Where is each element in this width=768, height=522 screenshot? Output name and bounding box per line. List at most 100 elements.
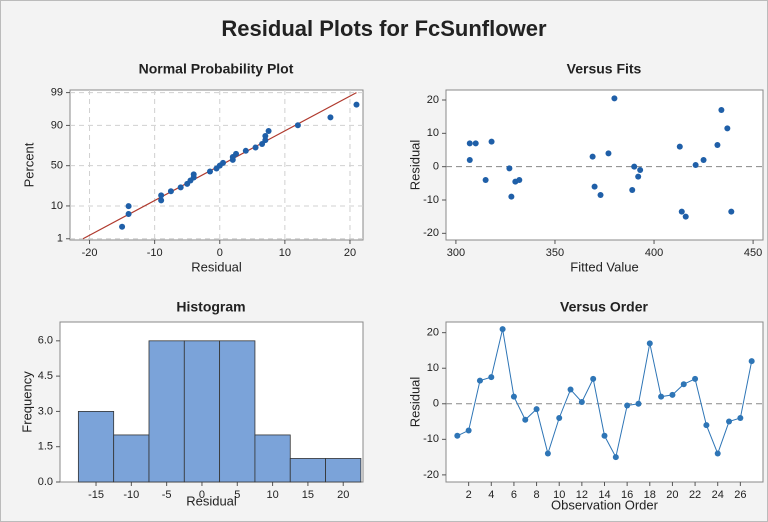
point [556,415,563,421]
bar [183,340,221,483]
x-tick-label: 2 [466,489,472,501]
y-tick-label: 4.5 [38,370,53,382]
x-tick-label: 6 [511,489,517,501]
point [748,358,755,365]
point [499,326,506,333]
point [522,416,529,423]
point [482,177,489,183]
point [158,197,165,204]
y-tick-label: 20 [427,327,439,339]
point [294,122,301,129]
panel-title: Histogram [176,299,245,315]
bar [289,458,326,483]
point [658,393,665,400]
y-tick-label: 3.0 [38,405,53,417]
point [488,374,495,381]
point [488,138,495,145]
point [262,137,269,144]
point [605,150,612,157]
y-tick-label: -20 [423,227,439,239]
bar [254,434,291,483]
plot-area [445,321,764,483]
y-axis-label: Percent [21,142,36,187]
point [508,193,515,200]
x-tick-label: 15 [302,489,314,501]
point [353,101,360,108]
x-tick-label: 10 [279,247,291,259]
y-tick-label: 0 [433,398,439,410]
point [637,167,644,173]
point [206,168,213,175]
bar [219,340,256,483]
plot-area [445,89,764,241]
point [682,213,689,220]
point [718,107,725,113]
x-tick-label: 20 [344,247,356,259]
point [506,165,513,172]
point [635,400,642,407]
x-tick-label: 18 [644,489,656,501]
bar [148,340,185,483]
point [737,415,744,421]
x-tick-label: 5 [234,489,240,501]
y-tick-label: 1 [57,233,63,245]
point [635,173,642,180]
point [125,211,132,218]
point [629,187,636,193]
panel-title: Versus Order [560,299,648,315]
point [631,163,638,170]
bar [77,411,115,483]
point [220,159,227,166]
point [177,184,184,191]
x-tick-label: 300 [447,247,465,259]
x-tick-label: 20 [666,489,678,501]
point [726,418,733,425]
bar [113,434,150,483]
x-tick-label: 20 [337,489,349,501]
y-tick-label: -20 [423,469,439,481]
y-tick-label: -10 [423,433,439,445]
x-tick-label: 24 [712,489,724,501]
point [516,177,523,183]
point [590,375,597,382]
point [646,340,653,347]
y-axis-label: Residual [407,140,422,191]
point [119,223,126,230]
y-tick-label: 99 [51,87,63,99]
point [669,391,676,398]
point [454,432,461,439]
x-tick-label: 14 [598,489,610,501]
x-tick-label: 0 [199,489,205,501]
point [703,422,710,429]
x-axis-label: Residual [186,493,237,508]
x-tick-label: 8 [534,489,540,501]
y-tick-label: 6.0 [38,335,53,347]
panel-title: Normal Probability Plot [139,61,294,77]
point [714,450,721,457]
point [190,171,197,178]
point [589,153,596,160]
x-tick-label: 22 [689,489,701,501]
y-tick-label: 10 [427,127,439,139]
point [692,162,699,168]
point [125,203,132,210]
panel-title: Versus Fits [567,61,642,77]
page-title: Residual Plots for FcSunflower [221,16,547,41]
point [714,142,721,148]
point [466,157,473,163]
y-tick-label: 50 [51,160,63,172]
point [242,147,249,154]
point [678,208,685,215]
y-tick-label: 10 [51,200,63,212]
x-tick-label: 10 [266,489,278,501]
x-tick-label: 450 [744,247,762,259]
point [472,140,479,147]
y-axis-label: Residual [407,377,422,428]
point [262,132,269,139]
point [597,192,604,198]
point [533,406,540,413]
x-tick-label: 10 [553,489,565,501]
point [252,144,259,151]
point [624,402,631,409]
point [466,140,473,147]
